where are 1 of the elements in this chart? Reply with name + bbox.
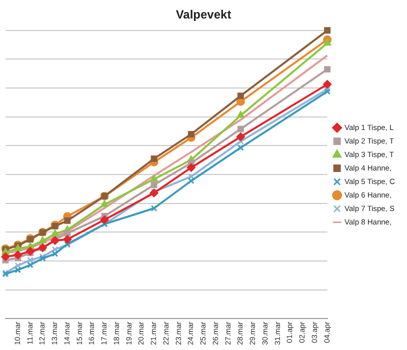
chart-title: Valpevekt xyxy=(176,8,232,22)
